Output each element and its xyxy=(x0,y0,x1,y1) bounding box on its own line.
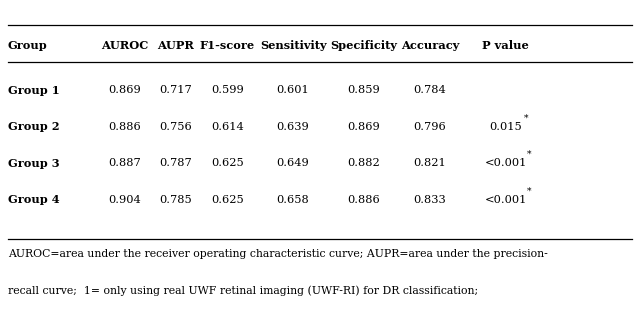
Text: 0.833: 0.833 xyxy=(413,195,447,205)
Text: P value: P value xyxy=(482,41,529,51)
Text: 0.717: 0.717 xyxy=(159,85,193,95)
Text: 0.882: 0.882 xyxy=(347,158,380,168)
Text: Group 2: Group 2 xyxy=(8,121,60,132)
Text: 0.886: 0.886 xyxy=(347,195,380,205)
Text: 0.886: 0.886 xyxy=(108,122,141,132)
Text: Specificity: Specificity xyxy=(330,41,397,51)
Text: Group 1: Group 1 xyxy=(8,85,60,96)
Text: 0.639: 0.639 xyxy=(276,122,310,132)
Text: 0.625: 0.625 xyxy=(211,158,244,168)
Text: 0.614: 0.614 xyxy=(211,122,244,132)
Text: Group 4: Group 4 xyxy=(8,194,60,205)
Text: F1-score: F1-score xyxy=(200,41,255,51)
Text: 0.601: 0.601 xyxy=(276,85,310,95)
Text: recall curve;  1= only using real UWF retinal imaging (UWF-RI) for DR classifica: recall curve; 1= only using real UWF ret… xyxy=(8,285,478,296)
Text: 0.904: 0.904 xyxy=(108,195,141,205)
Text: 0.869: 0.869 xyxy=(108,85,141,95)
Text: AUROC=area under the receiver operating characteristic curve; AUPR=area under th: AUROC=area under the receiver operating … xyxy=(8,249,547,259)
Text: *: * xyxy=(524,113,529,122)
Text: 0.649: 0.649 xyxy=(276,158,310,168)
Text: 0.859: 0.859 xyxy=(347,85,380,95)
Text: Accuracy: Accuracy xyxy=(401,41,460,51)
Text: 0.787: 0.787 xyxy=(159,158,193,168)
Text: AUPR: AUPR xyxy=(157,41,195,51)
Text: AUROC: AUROC xyxy=(101,41,148,51)
Text: 0.796: 0.796 xyxy=(413,122,447,132)
Text: 0.015: 0.015 xyxy=(489,122,522,132)
Text: 0.658: 0.658 xyxy=(276,195,310,205)
Text: 0.785: 0.785 xyxy=(159,195,193,205)
Text: 0.821: 0.821 xyxy=(413,158,447,168)
Text: <0.001: <0.001 xyxy=(484,158,527,168)
Text: Group 3: Group 3 xyxy=(8,158,60,169)
Text: 0.599: 0.599 xyxy=(211,85,244,95)
Text: Group: Group xyxy=(8,41,47,51)
Text: *: * xyxy=(527,150,532,159)
Text: 0.756: 0.756 xyxy=(159,122,193,132)
Text: 0.869: 0.869 xyxy=(347,122,380,132)
Text: *: * xyxy=(527,186,532,195)
Text: Sensitivity: Sensitivity xyxy=(260,41,326,51)
Text: 0.784: 0.784 xyxy=(413,85,447,95)
Text: 0.625: 0.625 xyxy=(211,195,244,205)
Text: <0.001: <0.001 xyxy=(484,195,527,205)
Text: 0.887: 0.887 xyxy=(108,158,141,168)
